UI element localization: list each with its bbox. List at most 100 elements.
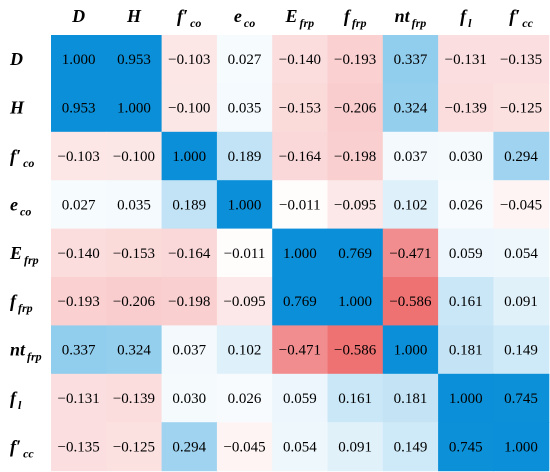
cell-value-6-5: −0.586: [334, 343, 377, 359]
cell-value-6-2: 0.037: [172, 343, 206, 359]
cell-value-8-2: 0.294: [172, 439, 206, 455]
heatmap-cell-0-7: [438, 35, 494, 84]
cell-value-1-0: 0.953: [62, 101, 96, 117]
heatmap-cell-7-1: [106, 373, 163, 423]
heatmap-cell-3-5: [327, 180, 384, 230]
cell-value-1-6: 0.324: [394, 101, 428, 117]
cell-value-5-3: −0.095: [223, 294, 265, 310]
cell-value-5-2: −0.198: [168, 294, 210, 310]
cell-value-8-4: 0.054: [283, 439, 317, 455]
heatmap-cell-8-1: [106, 422, 163, 472]
cell-value-4-0: −0.140: [58, 246, 100, 262]
heatmap-cell-5-2: [161, 277, 218, 326]
heatmap-cell-0-6: [382, 35, 439, 84]
heatmap-cell-2-2: [161, 131, 218, 181]
heatmap-cell-3-2: [161, 180, 218, 230]
cell-value-0-5: −0.193: [334, 52, 376, 68]
cell-value-4-4: 1.000: [283, 246, 317, 262]
cell-value-0-1: 0.953: [117, 52, 151, 68]
column-label-4-subscript: frp: [300, 16, 315, 30]
column-label-3-subscript: co: [244, 16, 255, 30]
heatmap-cell-4-2: [161, 228, 218, 278]
cell-value-5-0: −0.193: [58, 294, 100, 310]
heatmap-cell-3-0: [51, 180, 107, 230]
column-label-0: D: [71, 6, 85, 26]
cell-value-3-2: 0.189: [172, 197, 206, 213]
heatmap-cell-4-6: [382, 228, 439, 278]
row-label-4-base: E: [9, 243, 22, 263]
cell-value-2-4: −0.164: [279, 149, 322, 165]
heatmap-cell-2-0: [51, 131, 107, 181]
heatmap-cell-5-8: [493, 277, 550, 326]
heatmap-values: 1.000 0.953 −0.103 0.027 −0.140 −0.193 0.337 −0…: [58, 52, 543, 455]
heatmap-cell-6-5: [327, 325, 384, 375]
cell-value-4-2: −0.164: [168, 246, 211, 262]
heatmap-cell-7-0: [51, 373, 107, 423]
cell-value-1-1: 1.000: [117, 101, 151, 117]
column-label-0-base: D: [71, 6, 85, 26]
row-label-5: f frp: [10, 291, 33, 315]
cell-value-3-3: 1.000: [228, 197, 262, 213]
heatmap-cell-7-6: [382, 373, 439, 423]
cell-value-7-4: 0.059: [283, 391, 317, 407]
column-label-7-subscript: l: [468, 16, 472, 30]
heatmap-cell-1-1: [106, 83, 163, 133]
cell-value-2-5: −0.198: [334, 149, 376, 165]
row-label-3-base: e: [10, 194, 18, 214]
row-label-2: f′ co: [10, 146, 34, 170]
row-label-8-base: f′: [10, 436, 21, 456]
cell-value-3-5: −0.095: [334, 197, 376, 213]
heatmap-cell-5-6: [382, 277, 439, 326]
cell-value-1-7: −0.139: [445, 101, 487, 117]
heatmap-cell-8-3: [216, 422, 273, 472]
column-label-6: nt frp: [395, 6, 427, 30]
row-label-3: e co: [10, 194, 31, 218]
column-label-6-base: nt: [395, 6, 411, 26]
heatmap-cell-1-2: [161, 83, 218, 133]
cell-value-3-6: 0.102: [394, 197, 428, 213]
cell-value-0-0: 1.000: [62, 52, 96, 68]
cell-value-1-4: −0.153: [279, 101, 321, 117]
heatmap-cell-4-5: [327, 228, 384, 278]
heatmap-cell-1-0: [51, 83, 107, 133]
cell-value-5-5: 1.000: [338, 294, 372, 310]
cell-value-7-2: 0.030: [172, 391, 206, 407]
cell-value-8-6: 0.149: [394, 439, 428, 455]
column-label-2-subscript: co: [190, 16, 201, 30]
cell-value-2-2: 1.000: [172, 149, 206, 165]
row-label-0: D: [9, 49, 23, 69]
column-label-5-base: f: [344, 6, 352, 26]
heatmap-cell-5-3: [216, 277, 273, 326]
column-label-6-subscript: frp: [412, 16, 427, 30]
column-label-1: H: [126, 6, 142, 26]
heatmap-cell-2-4: [272, 131, 329, 181]
row-label-0-base: D: [9, 49, 23, 69]
cell-value-7-8: 0.745: [504, 391, 538, 407]
heatmap-cell-8-2: [161, 422, 218, 472]
cell-value-5-1: −0.206: [113, 294, 156, 310]
cell-value-0-4: −0.140: [279, 52, 321, 68]
heatmap-cell-8-6: [382, 422, 439, 472]
cell-value-4-6: −0.471: [389, 246, 431, 262]
heatmap-cell-6-2: [161, 325, 218, 375]
heatmap-cell-4-4: [272, 228, 329, 278]
cell-value-7-7: 1.000: [449, 391, 483, 407]
cell-value-3-4: −0.011: [279, 197, 321, 213]
heatmap-cell-8-4: [272, 422, 329, 472]
cell-value-0-3: 0.027: [228, 52, 262, 68]
cell-value-1-8: −0.125: [500, 101, 542, 117]
row-label-7-base: f: [10, 388, 18, 408]
cell-value-6-7: 0.181: [449, 343, 483, 359]
heatmap-cell-3-1: [106, 180, 163, 230]
column-label-7-base: f: [460, 6, 468, 26]
row-label-4-subscript: frp: [24, 253, 39, 267]
heatmap-cell-1-4: [272, 83, 329, 133]
cell-value-0-8: −0.135: [500, 52, 542, 68]
heatmap-cell-5-0: [51, 277, 107, 326]
heatmap-cell-4-1: [106, 228, 163, 278]
